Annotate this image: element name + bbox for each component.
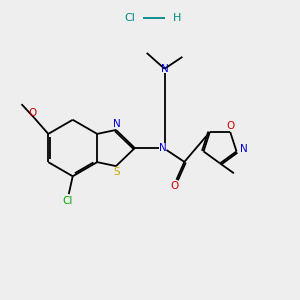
Text: O: O	[29, 108, 37, 118]
Text: H: H	[172, 13, 181, 23]
Text: N: N	[159, 143, 167, 153]
Text: N: N	[161, 64, 168, 74]
Text: S: S	[114, 167, 120, 176]
Text: O: O	[170, 181, 178, 191]
Text: O: O	[226, 121, 234, 131]
Text: Cl: Cl	[125, 13, 136, 23]
Text: N: N	[113, 119, 121, 130]
Text: Cl: Cl	[63, 196, 73, 206]
Text: N: N	[240, 144, 247, 154]
